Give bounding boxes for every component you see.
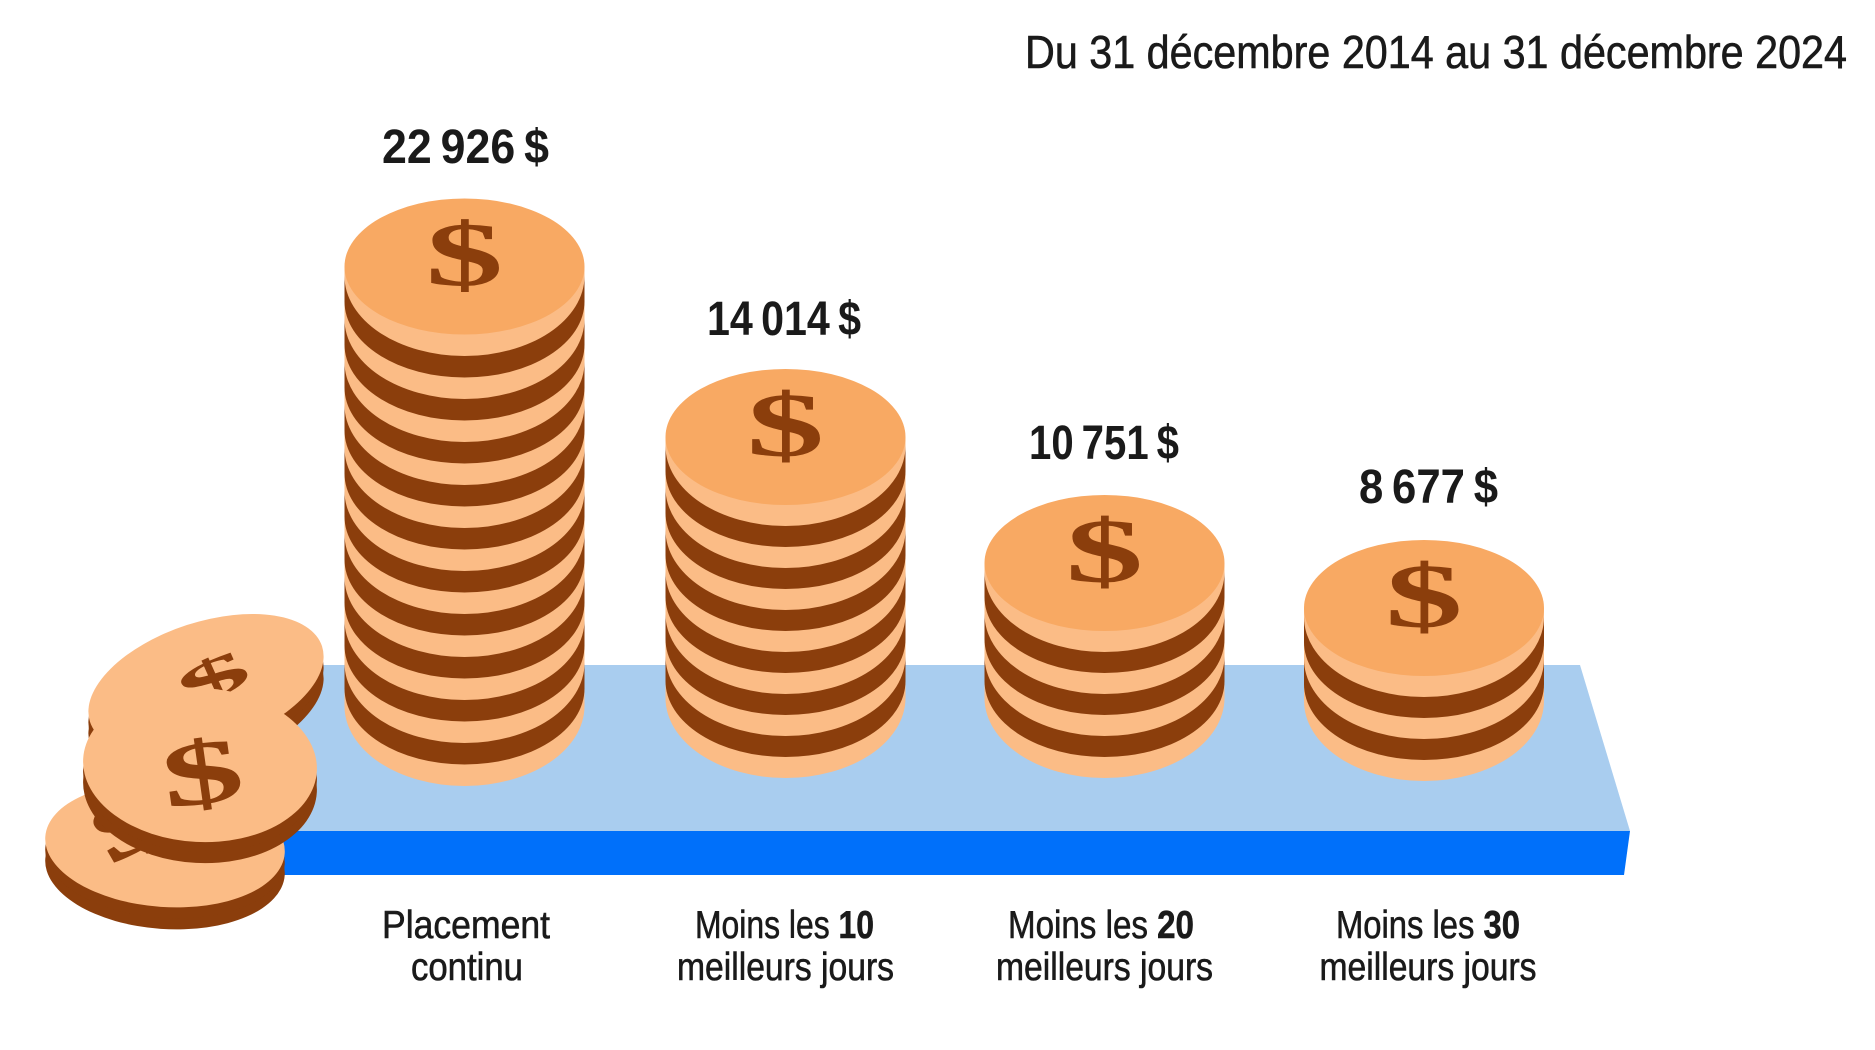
svg-text:Placement: Placement xyxy=(382,904,550,947)
svg-text:continu: continu xyxy=(411,946,523,989)
svg-text:Moins les 20: Moins les 20 xyxy=(1008,904,1194,947)
svg-text:$: $ xyxy=(155,717,250,828)
svg-text:$: $ xyxy=(426,204,504,306)
svg-text:10 751 $: 10 751 $ xyxy=(1029,417,1179,470)
svg-text:Moins les 30: Moins les 30 xyxy=(1336,904,1520,947)
svg-text:Moins les 10: Moins les 10 xyxy=(695,904,874,947)
svg-text:22 926 $: 22 926 $ xyxy=(382,121,549,174)
svg-text:meilleurs jours: meilleurs jours xyxy=(677,946,894,989)
svg-text:Du 31 décembre 2014 au 31 déce: Du 31 décembre 2014 au 31 décembre 2024 xyxy=(1025,26,1847,78)
svg-text:meilleurs jours: meilleurs jours xyxy=(1320,946,1537,989)
svg-text:$: $ xyxy=(1385,545,1463,647)
svg-text:meilleurs jours: meilleurs jours xyxy=(996,946,1213,989)
svg-text:$: $ xyxy=(747,374,825,476)
svg-text:14 014 $: 14 014 $ xyxy=(707,293,861,346)
svg-text:8 677 $: 8 677 $ xyxy=(1359,461,1498,514)
svg-text:$: $ xyxy=(1066,500,1144,602)
